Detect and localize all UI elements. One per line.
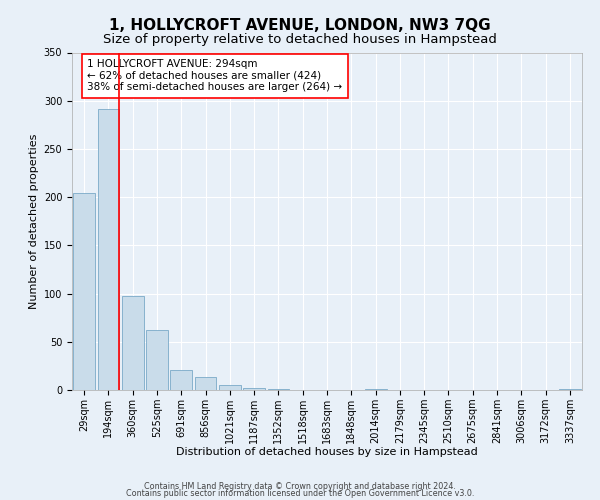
Bar (268, 389, 289, 390)
Bar (146, 330, 168, 390)
Text: Size of property relative to detached houses in Hampstead: Size of property relative to detached ho… (103, 32, 497, 46)
Bar (170, 370, 192, 390)
Bar (73, 194, 95, 390)
Bar (243, 388, 265, 390)
Text: Contains HM Land Registry data © Crown copyright and database right 2024.: Contains HM Land Registry data © Crown c… (144, 482, 456, 491)
Bar (122, 296, 143, 390)
Bar (97, 110, 119, 390)
Bar (194, 378, 217, 390)
Y-axis label: Number of detached properties: Number of detached properties (29, 134, 40, 309)
X-axis label: Distribution of detached houses by size in Hampstead: Distribution of detached houses by size … (176, 448, 478, 458)
Bar (559, 389, 581, 390)
Text: 1 HOLLYCROFT AVENUE: 294sqm
← 62% of detached houses are smaller (424)
38% of se: 1 HOLLYCROFT AVENUE: 294sqm ← 62% of det… (88, 59, 343, 92)
Bar (365, 389, 386, 390)
Text: 1, HOLLYCROFT AVENUE, LONDON, NW3 7QG: 1, HOLLYCROFT AVENUE, LONDON, NW3 7QG (109, 18, 491, 32)
Text: Contains public sector information licensed under the Open Government Licence v3: Contains public sector information licen… (126, 490, 474, 498)
Bar (219, 385, 241, 390)
